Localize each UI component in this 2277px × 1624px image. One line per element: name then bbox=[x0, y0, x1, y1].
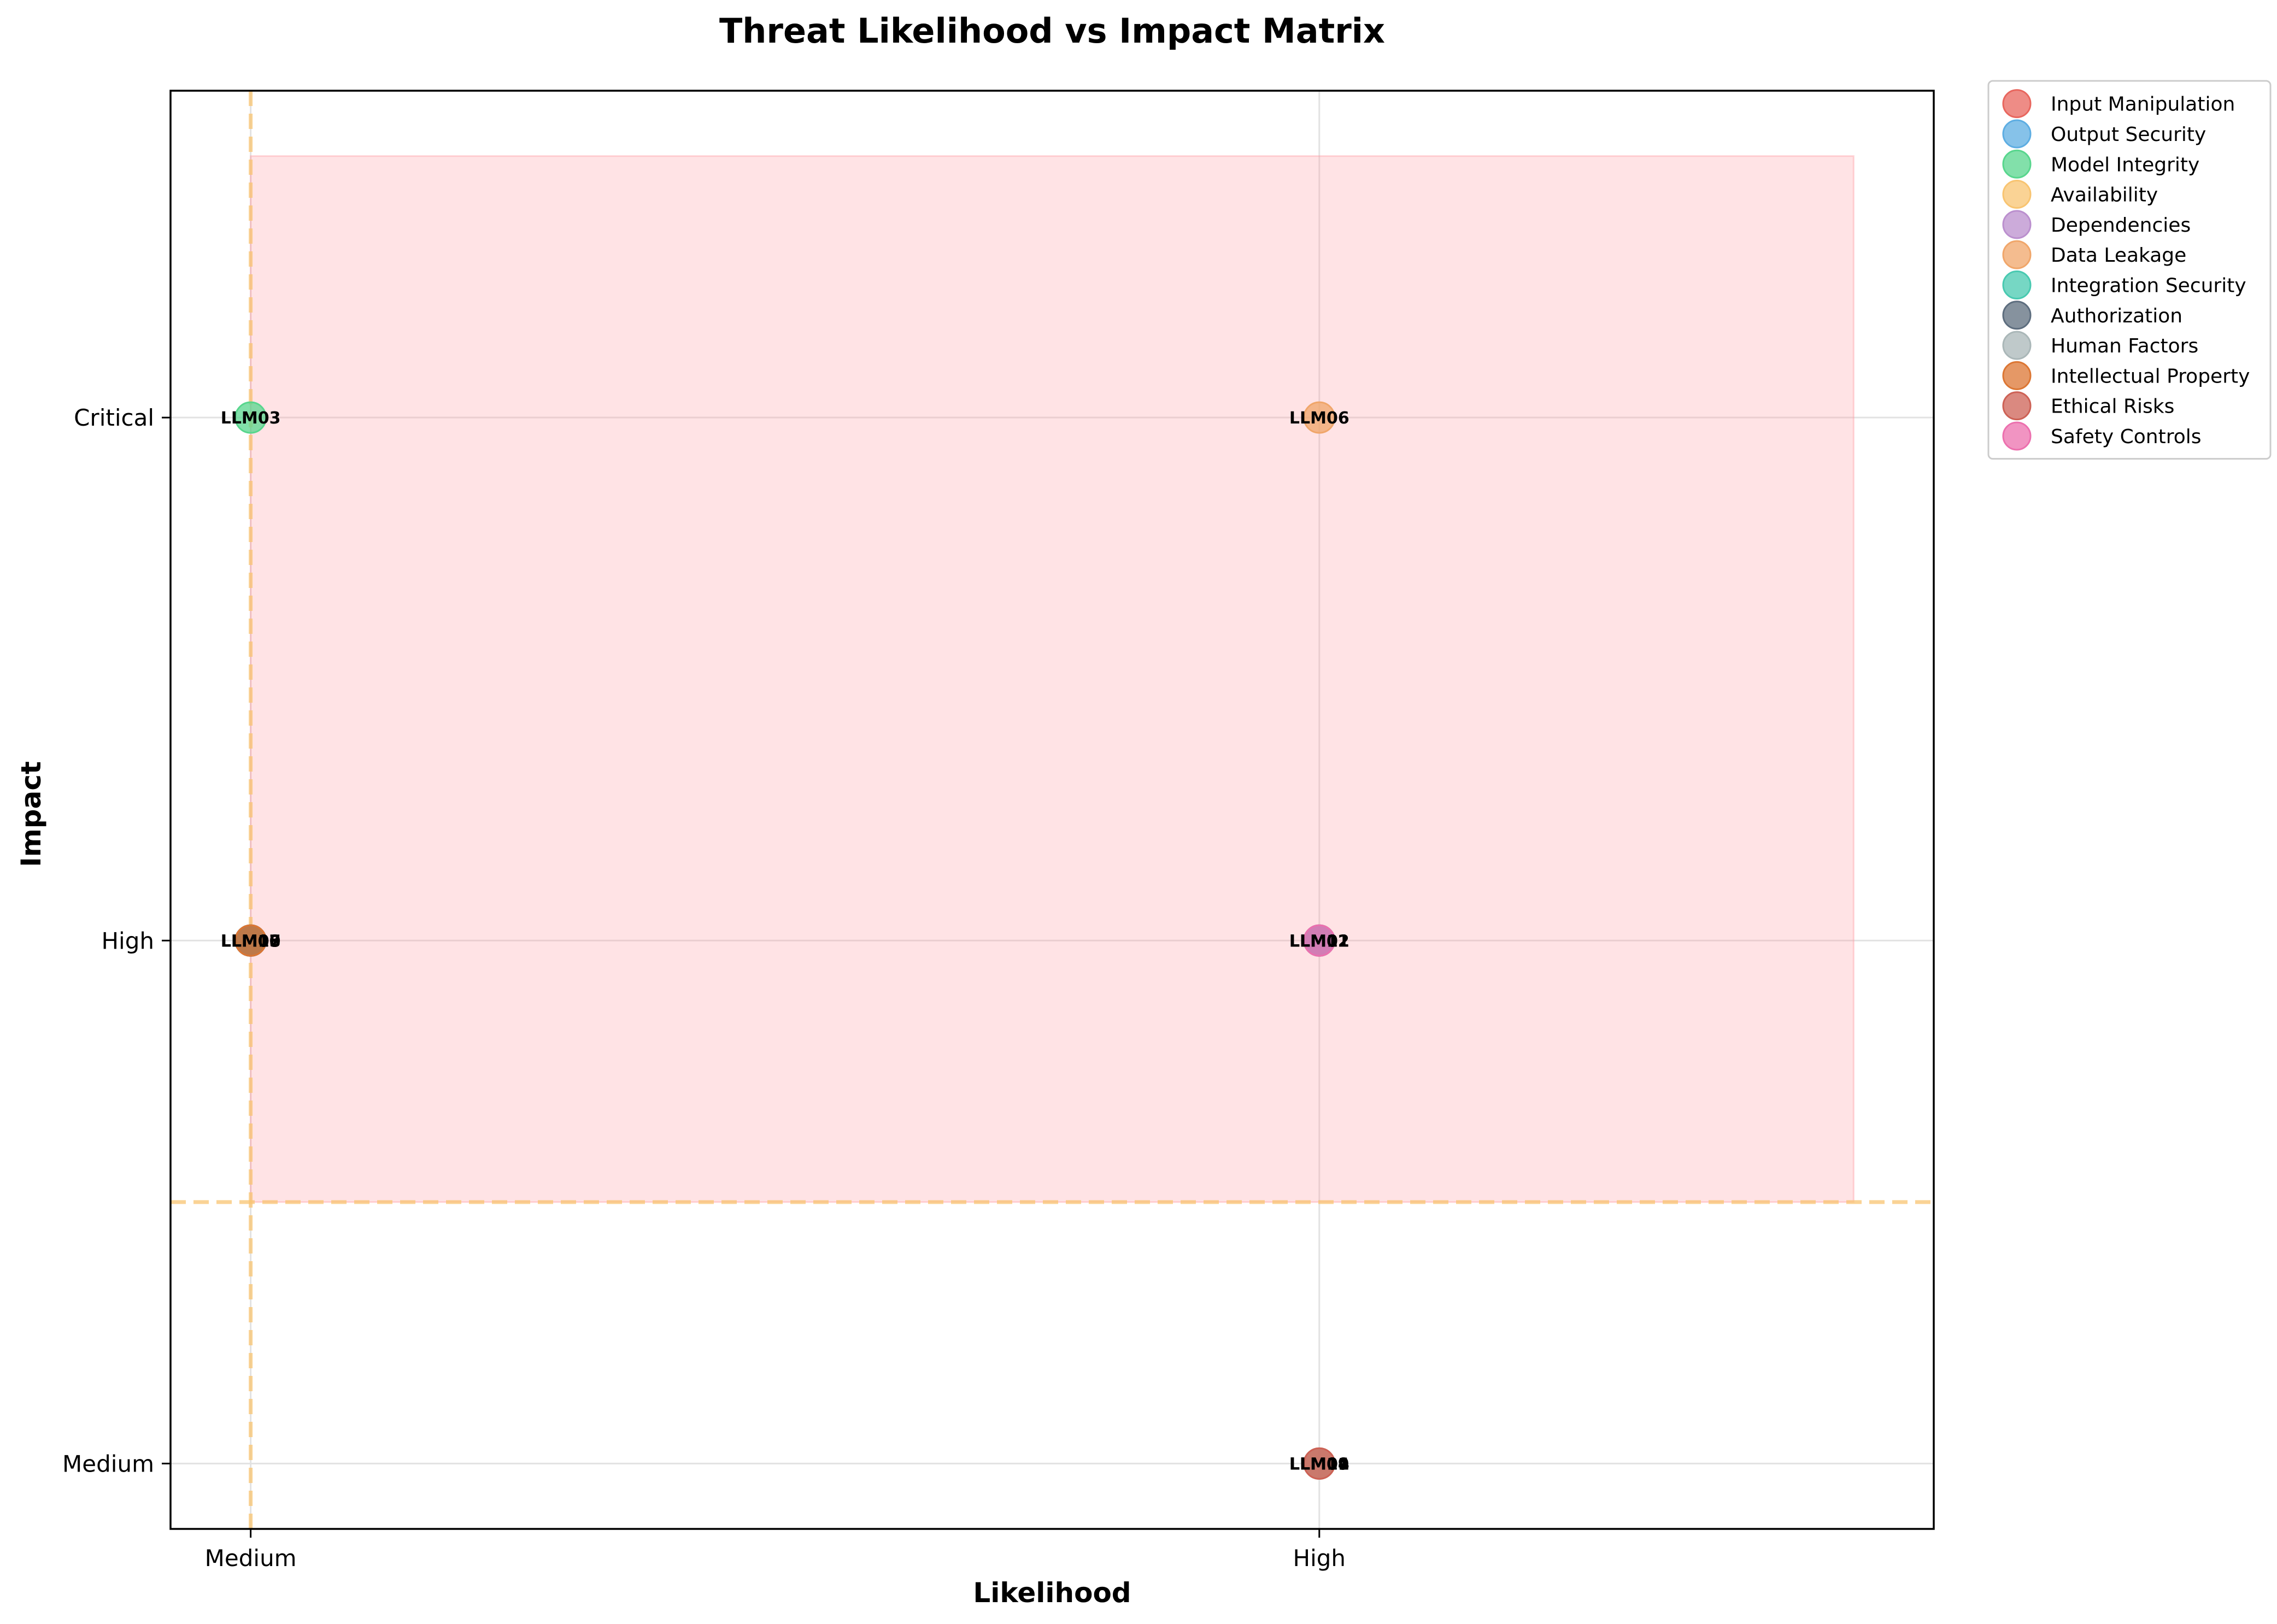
y-tick-label: High bbox=[101, 927, 154, 954]
legend-marker bbox=[2002, 270, 2032, 299]
data-point-llm10 bbox=[234, 924, 267, 957]
legend-marker bbox=[2002, 421, 2032, 451]
legend-label: Authorization bbox=[2051, 305, 2182, 327]
y-tick-label: Critical bbox=[74, 404, 154, 431]
plot-border bbox=[169, 90, 1935, 1530]
x-tick-label: High bbox=[1293, 1545, 1346, 1572]
legend-marker bbox=[2002, 119, 2032, 149]
point-label-llm03: LLM03 bbox=[221, 409, 281, 428]
point-label-llm04: LLM04 bbox=[1289, 1455, 1349, 1474]
point-label-llm10: LLM10 bbox=[221, 932, 281, 951]
high-risk-zone-rect bbox=[250, 155, 1855, 1203]
y-axis-label: Impact bbox=[15, 761, 47, 867]
legend-marker bbox=[2002, 301, 2032, 330]
axis-ticks: Medium High Medium High Critical bbox=[62, 404, 1346, 1572]
point-label-llm05: LLM05 bbox=[221, 932, 281, 951]
legend-label: Human Factors bbox=[2051, 335, 2198, 357]
legend-label: Intellectual Property bbox=[2051, 365, 2250, 387]
legend: Input Manipulation Output Security Model I… bbox=[1987, 80, 2272, 460]
chart-title: Threat Likelihood vs Impact Matrix bbox=[719, 11, 1385, 51]
data-point-llm11 bbox=[1303, 1447, 1336, 1480]
data-point-llm06 bbox=[1303, 401, 1336, 434]
data-points bbox=[234, 401, 1336, 1480]
high-risk-zone bbox=[250, 155, 1855, 1203]
point-label-llm02: LLM02 bbox=[1289, 932, 1349, 951]
legend-label: Safety Controls bbox=[2051, 426, 2201, 448]
y-tick-label: Medium bbox=[62, 1450, 154, 1477]
legend-label: Input Manipulation bbox=[2051, 93, 2235, 116]
legend-marker bbox=[2002, 149, 2032, 179]
legend-label: Data Leakage bbox=[2051, 244, 2186, 267]
legend-marker bbox=[2002, 391, 2032, 421]
legend-label: Output Security bbox=[2051, 123, 2206, 146]
legend-label: Ethical Risks bbox=[2051, 396, 2174, 418]
legend-label: Availability bbox=[2051, 184, 2158, 207]
legend-marker bbox=[2002, 240, 2032, 269]
legend-marker bbox=[2002, 331, 2032, 360]
legend-marker bbox=[2002, 89, 2032, 119]
data-point-llm12 bbox=[1303, 924, 1336, 957]
legend-label: Model Integrity bbox=[2051, 154, 2199, 176]
threshold-lines bbox=[171, 91, 1934, 1529]
x-axis-label: Likelihood bbox=[973, 1577, 1131, 1609]
plot-background bbox=[171, 91, 1934, 1529]
point-label-llm08: LLM08 bbox=[221, 932, 281, 951]
plot-frame bbox=[169, 90, 1935, 1530]
x-tick-label: Medium bbox=[205, 1545, 297, 1572]
legend-label: Dependencies bbox=[2051, 214, 2191, 237]
legend-label: Integration Security bbox=[2051, 274, 2246, 297]
legend-marker bbox=[2002, 180, 2032, 209]
data-point-llm03 bbox=[234, 401, 267, 434]
legend-marker bbox=[2002, 210, 2032, 239]
point-label-llm07: LLM07 bbox=[221, 932, 281, 951]
point-label-llm01: LLM01 bbox=[1289, 932, 1349, 951]
point-label-llm11: LLM11 bbox=[1289, 1455, 1349, 1474]
point-label-llm09: LLM09 bbox=[1289, 1455, 1349, 1474]
plot-area bbox=[171, 91, 1934, 1529]
point-label-llm12: LLM12 bbox=[1289, 932, 1349, 951]
legend-marker bbox=[2002, 361, 2032, 390]
legend-box bbox=[1987, 80, 2272, 460]
point-label-llm06: LLM06 bbox=[1289, 409, 1349, 428]
